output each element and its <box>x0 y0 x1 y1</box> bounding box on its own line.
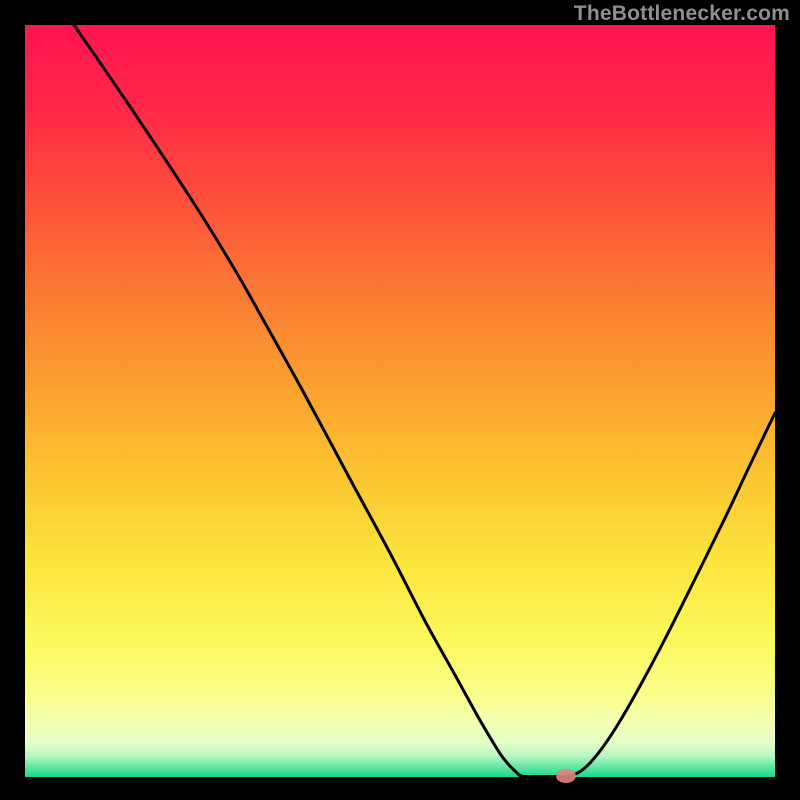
plot-background <box>25 25 775 777</box>
chart-frame: TheBottlenecker.com <box>0 0 800 800</box>
optimal-point-marker <box>556 769 576 783</box>
watermark-text: TheBottlenecker.com <box>574 2 790 26</box>
plot-area <box>0 0 800 800</box>
